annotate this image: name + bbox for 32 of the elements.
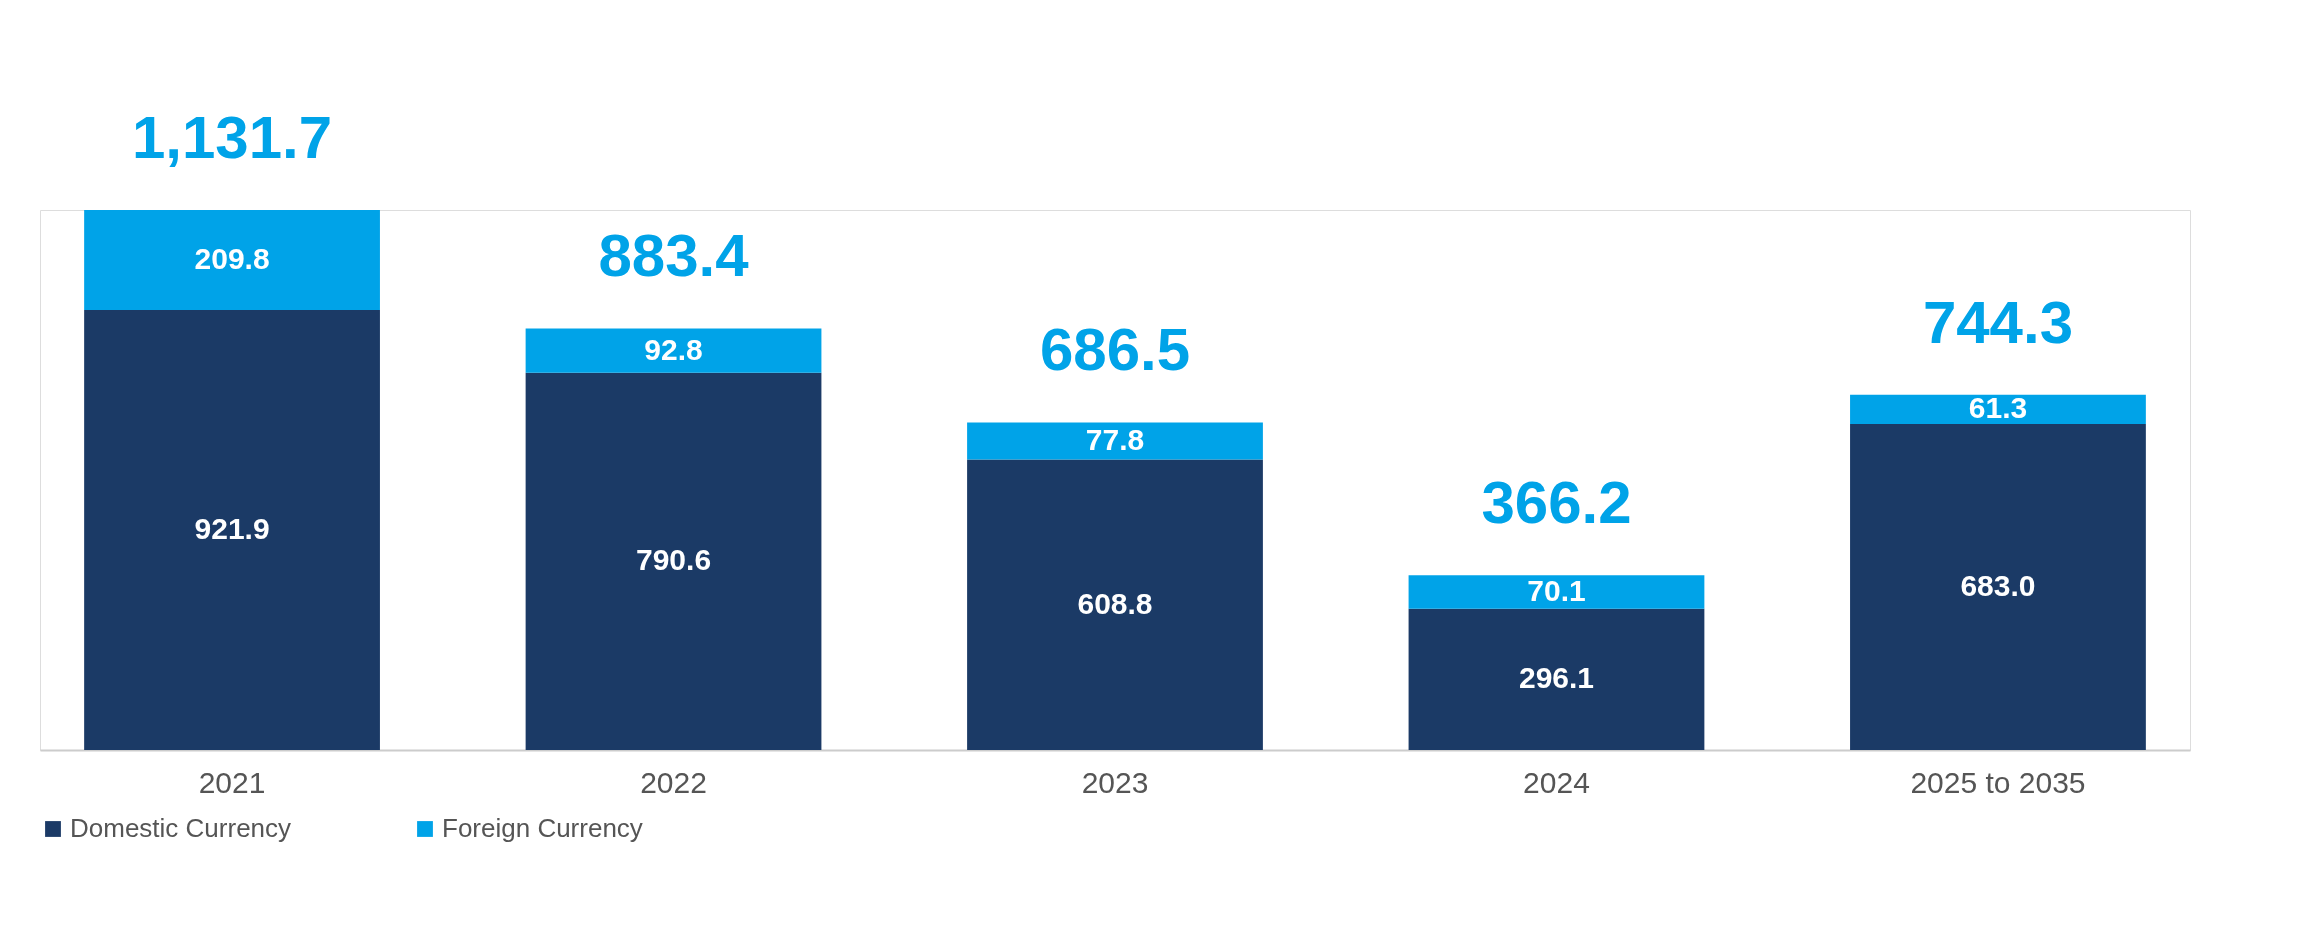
bar [525, 328, 822, 373]
total-label: 1,131.7 [131, 104, 333, 171]
bar [967, 459, 1263, 750]
bar [84, 210, 380, 311]
data-label: 296.1 [1518, 661, 1595, 695]
data-label: 790.6 [635, 543, 712, 577]
bar [1408, 608, 1705, 750]
total-label: 883.4 [598, 222, 750, 290]
bar [84, 310, 380, 750]
bar [967, 422, 1263, 460]
data-label: 92.8 [644, 332, 703, 366]
data-label: 61.3 [1968, 391, 2028, 425]
data-label: 70.1 [1527, 573, 1586, 607]
bar [1408, 575, 1705, 609]
bar [1850, 424, 2146, 750]
x-tick-label: 2022 [640, 765, 707, 799]
total-label: 686.5 [1039, 316, 1191, 384]
x-tick-label: 2024 [1523, 765, 1590, 799]
data-label: 77.8 [1085, 422, 1145, 456]
total-label: 744.3 [1922, 288, 2074, 356]
x-tick-label: 2023 [1081, 765, 1149, 799]
data-label: 608.8 [1077, 586, 1153, 620]
x-tick-label: 2021 [198, 765, 266, 799]
bar [525, 372, 822, 750]
x-tick-label: 2025 to 2035 [1910, 765, 2086, 799]
legend-label: Foreign Currency [442, 813, 643, 843]
total-label: 366.2 [1481, 469, 1632, 537]
bar [1850, 394, 2146, 425]
legend-label: Domestic Currency [70, 813, 292, 843]
data-label: 683.0 [1960, 569, 2036, 603]
data-label: 209.8 [194, 242, 270, 276]
data-label: 921.9 [194, 512, 270, 546]
